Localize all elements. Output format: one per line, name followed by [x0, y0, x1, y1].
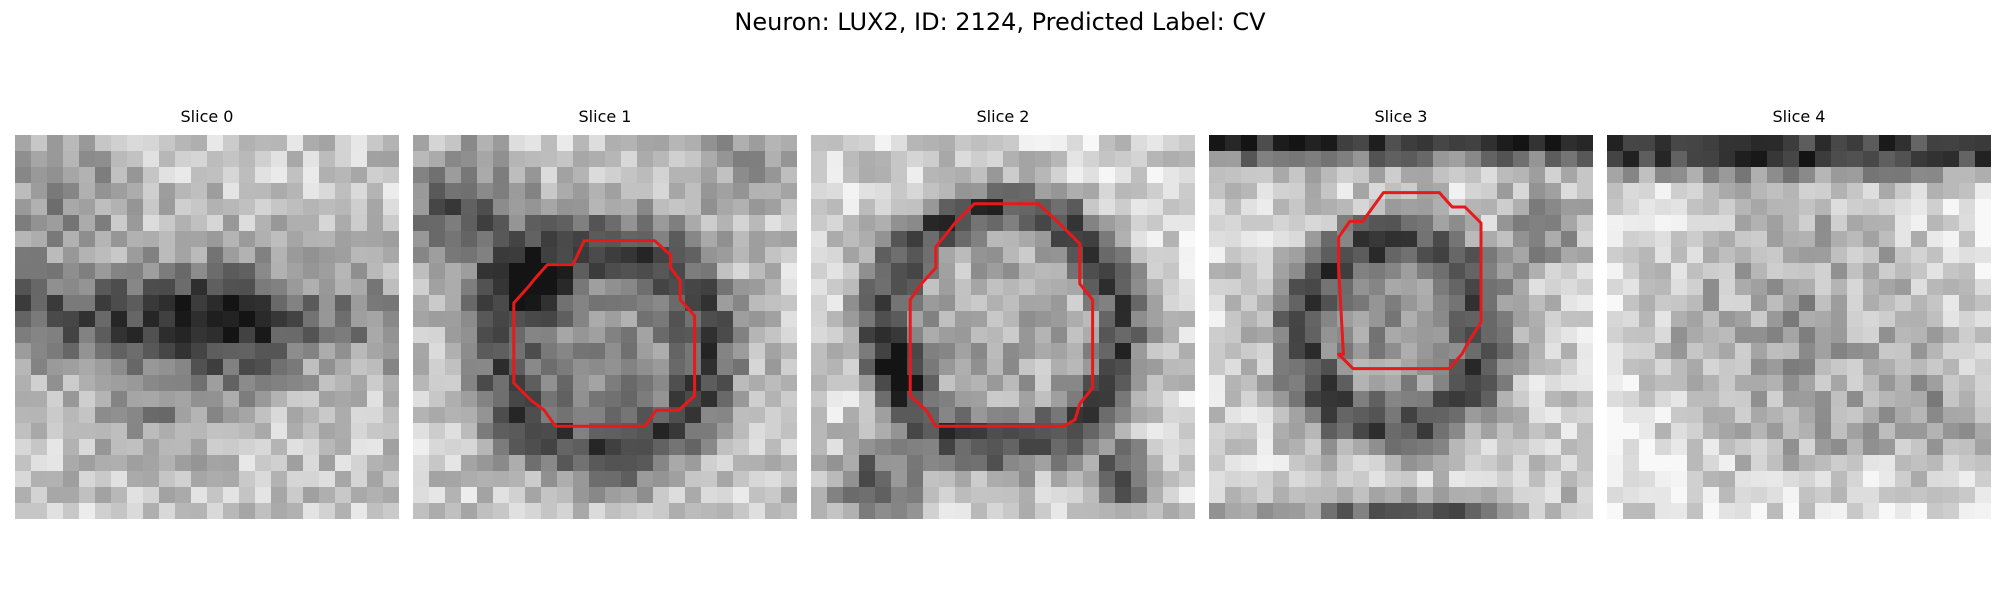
slice-image-3	[1209, 135, 1593, 519]
slice-image-0	[15, 135, 399, 519]
slice-image-1	[413, 135, 797, 519]
slice-title-1: Slice 1	[578, 107, 632, 126]
slice-texture	[1607, 135, 1991, 519]
figure-title: Neuron: LUX2, ID: 2124, Predicted Label:…	[734, 8, 1266, 36]
slice-panel-4: Slice 4	[1607, 107, 1991, 519]
slice-panel-0: Slice 0	[15, 107, 399, 519]
slice-texture	[811, 135, 1195, 519]
segmentation-outline	[908, 202, 1095, 428]
segmentation-outline	[512, 239, 697, 428]
slice-texture	[413, 135, 797, 519]
slice-texture	[15, 135, 399, 519]
slice-panel-2: Slice 2	[811, 107, 1195, 519]
slice-panel-1: Slice 1	[413, 107, 797, 519]
slice-panel-3: Slice 3	[1209, 107, 1593, 519]
segmentation-outline	[1337, 191, 1483, 371]
slice-texture	[1209, 135, 1593, 519]
slice-title-2: Slice 2	[976, 107, 1030, 126]
slice-title-0: Slice 0	[180, 107, 234, 126]
slice-image-2	[811, 135, 1195, 519]
slice-image-4	[1607, 135, 1991, 519]
slice-title-3: Slice 3	[1374, 107, 1428, 126]
slice-title-4: Slice 4	[1772, 107, 1826, 126]
